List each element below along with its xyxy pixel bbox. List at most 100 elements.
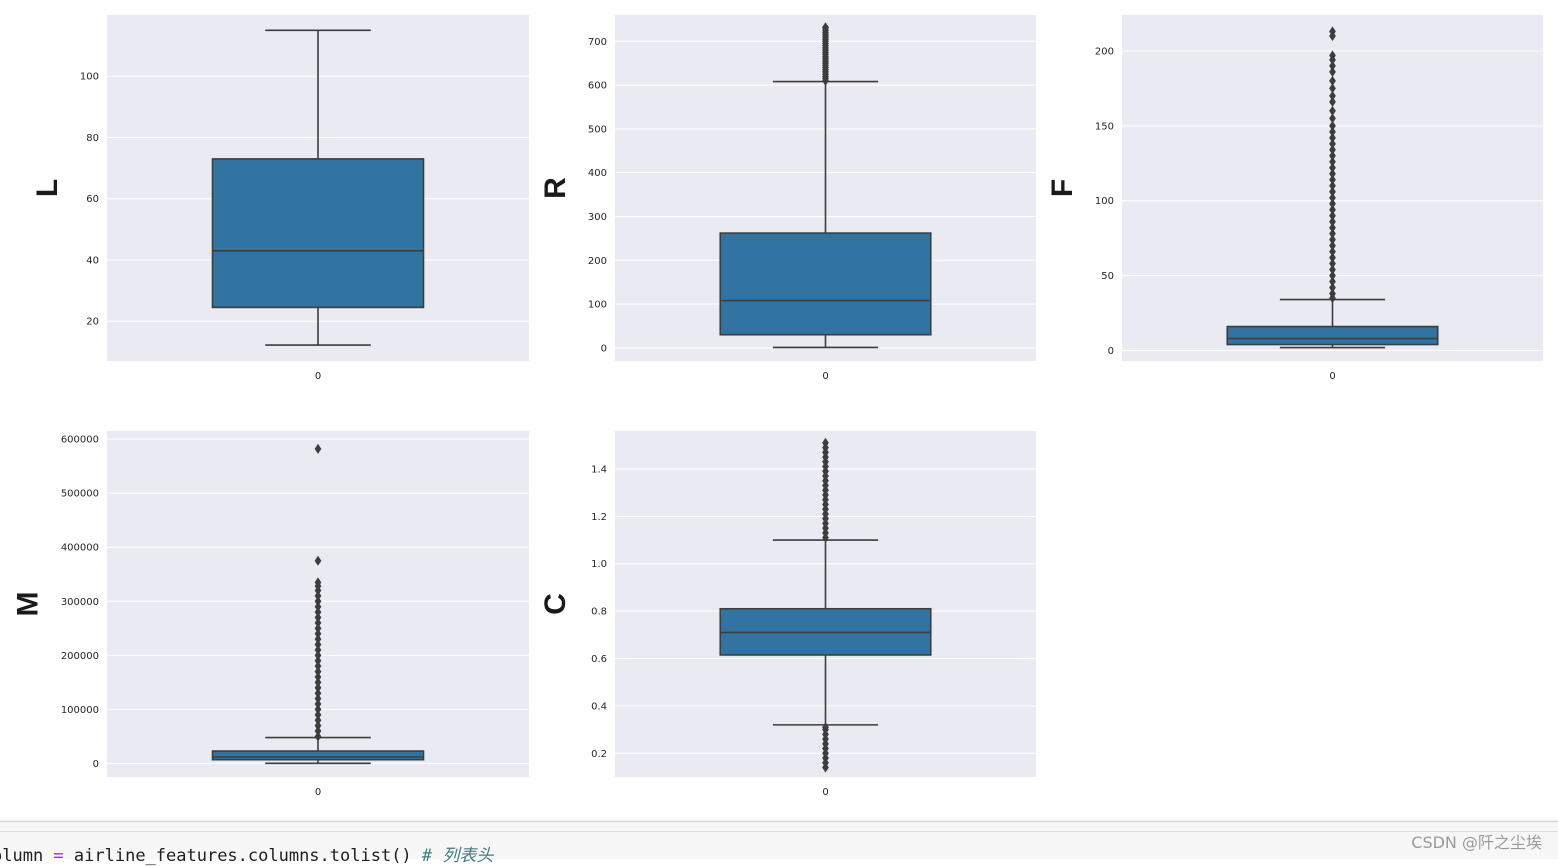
outlier-point	[1329, 192, 1336, 203]
outlier-point	[1329, 26, 1336, 37]
outlier-point	[1329, 222, 1336, 233]
outlier-point	[1329, 150, 1336, 161]
outlier-point	[314, 623, 322, 634]
outlier-point	[314, 682, 322, 693]
outlier-point	[1329, 75, 1336, 86]
y-axis-label: C	[539, 593, 572, 615]
outlier-point	[314, 698, 322, 710]
outlier-point	[314, 704, 322, 715]
subplot-M: 0 100000 200000 300000 400000 500000 600000 0 M	[11, 431, 529, 798]
box-plot-figure: 204060801000L01002003004005006007000R050…	[11, 15, 1543, 798]
outlier-point	[1329, 90, 1336, 101]
iqr-box	[1226, 325, 1439, 346]
outlier-point	[1329, 174, 1336, 185]
outlier-point	[1329, 210, 1336, 221]
y-tick-label: 600	[588, 81, 607, 92]
y-tick-label: 700	[588, 37, 607, 48]
y-axis-label: R	[539, 177, 572, 199]
y-tick-label: 0.4	[591, 701, 607, 712]
outlier-point	[822, 437, 829, 448]
outlier-point	[1329, 288, 1336, 299]
outlier-point	[314, 655, 322, 666]
outlier-point	[1329, 96, 1336, 107]
cell-divider	[0, 821, 1558, 822]
y-tick-label: 100000	[61, 705, 99, 716]
y-tick-label: 80	[86, 133, 99, 144]
outlier-point	[314, 661, 322, 672]
outlier-point	[314, 726, 322, 737]
outlier-point	[314, 617, 322, 628]
outlier-point	[1329, 83, 1336, 94]
x-tick-label: 0	[315, 371, 321, 382]
outlier-point	[1329, 113, 1336, 124]
outlier-point	[314, 693, 322, 704]
y-tick-label: 300	[588, 212, 607, 223]
y-tick-label: 300000	[61, 597, 99, 608]
y-tick-label: 400000	[61, 543, 99, 554]
outlier-point	[314, 577, 322, 588]
outlier-point	[314, 720, 322, 731]
outlier-point	[314, 601, 322, 612]
x-tick-label: 0	[822, 787, 828, 798]
outlier-point	[1329, 144, 1336, 155]
subplot-C: 0.2 0.4 0.6 0.8 1.0 1.2 1.4 0 C	[539, 431, 1036, 798]
iqr-box	[719, 232, 932, 336]
outlier-point	[314, 612, 322, 623]
outlier-point	[314, 607, 322, 618]
subplot-R: 0 100 200 300 400 500 600 700 0 R	[539, 15, 1036, 382]
outlier-point	[1329, 138, 1336, 149]
outlier-point	[1329, 258, 1336, 269]
x-tick-label: 0	[822, 371, 828, 382]
x-tick-label: 0	[1329, 371, 1335, 382]
outlier-point	[1329, 228, 1336, 239]
y-tick-label: 1.4	[591, 464, 607, 475]
outlier-point	[1329, 50, 1336, 61]
y-tick-label: 200000	[61, 651, 99, 662]
y-tick-label: 100	[1095, 196, 1114, 207]
y-tick-label: 200	[588, 256, 607, 267]
y-tick-label: 1.2	[591, 512, 607, 523]
y-tick-label: 500000	[61, 489, 99, 500]
outlier-point	[314, 688, 322, 699]
cell-divider-inner	[0, 831, 1558, 832]
outlier-point	[1329, 270, 1336, 281]
outlier-point	[1329, 162, 1336, 173]
y-tick-label: 40	[86, 255, 99, 266]
subplot-L: 20 40 60 80 100 0 L	[31, 15, 529, 382]
code-line[interactable]: olumn = airline_features.columns.tolist(…	[0, 841, 493, 866]
outlier-point	[314, 677, 322, 688]
y-axis-label: L	[31, 179, 64, 197]
notebook-code-cell	[0, 818, 1558, 859]
outlier-point	[1329, 105, 1336, 116]
outlier-point	[314, 709, 322, 720]
outlier-point	[314, 628, 322, 639]
watermark: CSDN @阡之尘埃	[1411, 833, 1542, 852]
y-axis-label: M	[11, 592, 44, 617]
outlier-point	[822, 722, 829, 733]
y-tick-label: 20	[86, 317, 99, 328]
outlier-point	[1329, 120, 1336, 131]
y-tick-label: 0	[601, 343, 607, 354]
outlier-point	[1329, 66, 1336, 77]
outlier-point	[314, 650, 322, 661]
outlier-point	[1329, 216, 1336, 227]
outlier-point	[314, 715, 322, 726]
y-tick-label: 150	[1095, 121, 1114, 132]
outlier-point	[822, 22, 829, 33]
y-axis-label: F	[1046, 179, 1079, 197]
iqr-box	[211, 158, 425, 309]
outlier-point	[314, 671, 322, 683]
y-tick-label: 600000	[61, 435, 99, 446]
y-tick-label: 1.0	[591, 559, 607, 570]
outlier-point	[1329, 276, 1336, 287]
outlier-point	[314, 443, 322, 454]
y-tick-label: 50	[1101, 271, 1114, 282]
y-tick-label: 500	[588, 124, 607, 135]
outlier-point	[1329, 234, 1336, 245]
outlier-point	[1329, 282, 1336, 293]
y-tick-label: 0.8	[591, 607, 607, 618]
y-tick-label: 100	[80, 72, 99, 83]
code-comment: # 列表头	[421, 846, 494, 866]
code-prefix: olumn	[0, 846, 44, 866]
outlier-point	[1329, 60, 1336, 71]
